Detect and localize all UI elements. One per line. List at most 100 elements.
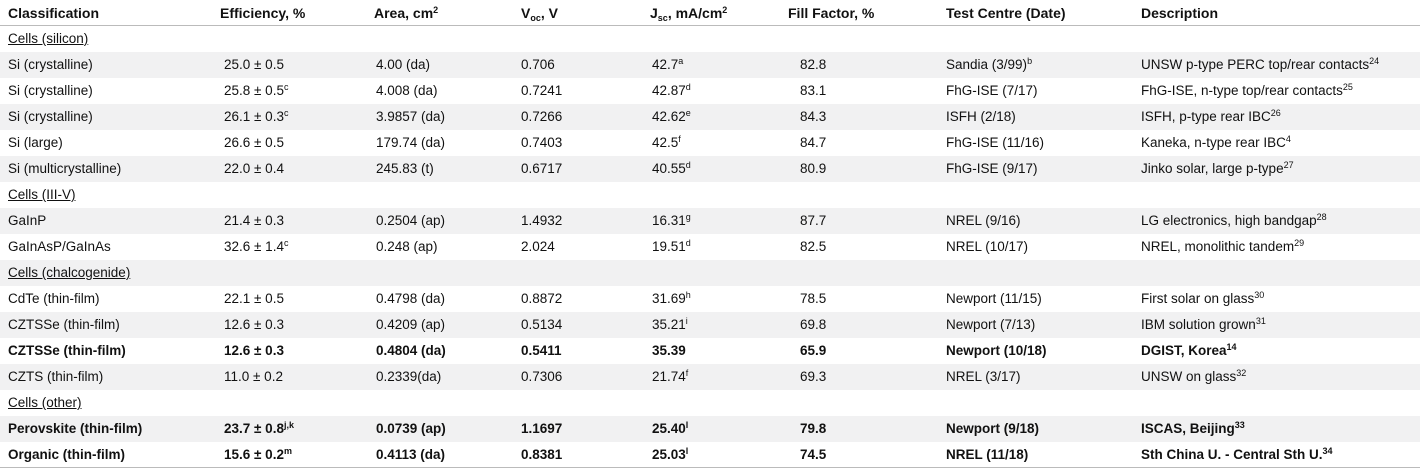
cell: 25.0 ± 0.5 [224, 57, 284, 72]
superscript: e [685, 108, 691, 118]
text-part: 35.21 [652, 317, 686, 332]
cell: NREL (10/17) [946, 239, 1029, 254]
cell: 26.1 ± 0.3c [224, 104, 288, 130]
superscript: f [678, 134, 681, 144]
cell: UNSW p-type PERC top/rear contacts24 [1141, 52, 1379, 78]
cell: Si (crystalline) [8, 109, 93, 124]
text-part: 25.40 [652, 421, 686, 436]
superscript: f [685, 368, 689, 378]
header-cell: Test Centre (Date) [946, 5, 1066, 21]
cell: IBM solution grown31 [1141, 312, 1266, 338]
cell: Si (crystalline) [8, 57, 93, 72]
data-row: GaInP 21.4 ± 0.3 0.2504 (ap) 1.4932 16.31g 87… [0, 208, 1420, 234]
superscript: 33 [1234, 420, 1245, 430]
cell: CZTSSe (thin-film) [8, 317, 120, 332]
cell: 19.51d [652, 234, 691, 260]
cell: 4.00 (da) [376, 57, 431, 72]
text-part: FhG-ISE, n-type top/rear contacts [1141, 83, 1343, 98]
cell: 78.5 [800, 291, 827, 306]
section-row: Cells (silicon) [0, 26, 1420, 52]
data-row: Si (multicrystalline) 22.0 ± 0.4 245.83 (t… [0, 156, 1420, 182]
superscript: d [685, 238, 691, 248]
cell: 3.9857 (da) [376, 109, 446, 124]
cell: 42.87d [652, 78, 691, 104]
cell: NREL (11/18) [946, 447, 1029, 462]
cell: First solar on glass30 [1141, 286, 1264, 312]
cell: Organic (thin-film) [8, 447, 125, 462]
superscript: h [685, 290, 691, 300]
cell: 0.6717 [521, 161, 563, 176]
section-title: Cells (other) [8, 395, 82, 410]
text-part: DGIST, Korea [1141, 343, 1227, 358]
cell: 65.9 [800, 343, 827, 358]
cell: 1.1697 [521, 421, 563, 436]
text-part: 32.6 ± 1.4 [224, 239, 284, 254]
cell: NREL (3/17) [946, 369, 1021, 384]
superscript: m [283, 446, 292, 456]
cell: 11.0 ± 0.2 [224, 369, 283, 384]
cell: 82.5 [800, 239, 827, 254]
data-row: Organic (thin-film) 15.6 ± 0.2m 0.4113 (da… [0, 442, 1420, 468]
text-part: Kaneka, n-type rear IBC [1141, 135, 1286, 150]
text-part: 42.7 [652, 57, 679, 72]
cell: 0.4113 (da) [376, 447, 446, 462]
cell: 25.40l [652, 416, 688, 442]
cell: 1.4932 [521, 213, 563, 228]
header-cell: Description [1141, 5, 1219, 21]
cell: ISFH, p-type rear IBC26 [1141, 104, 1281, 130]
cell: 80.9 [800, 161, 827, 176]
text-part: 26.1 ± 0.3 [224, 109, 284, 124]
text-part: Jinko solar, large p-type [1141, 161, 1284, 176]
header-cell: Efficiency, % [220, 5, 306, 21]
superscript: 30 [1254, 290, 1265, 300]
cell: 25.03l [652, 442, 688, 468]
cell: Si (crystalline) [8, 83, 93, 98]
text-part: 23.7 ± 0.8 [224, 421, 284, 436]
cell: 0.7241 [521, 83, 563, 98]
header-row: Classification Efficiency, % Area, cm2 Voc,… [0, 0, 1420, 26]
superscript: 26 [1270, 108, 1281, 118]
cell: 0.4798 (da) [376, 291, 446, 306]
superscript: 28 [1316, 212, 1327, 222]
header-cell: Area, cm2 [374, 0, 438, 26]
cell: 31.69h [652, 286, 691, 312]
data-row: CZTSSe (thin-film) 12.6 ± 0.3 0.4804 (da) 0… [0, 338, 1420, 364]
cell: Si (multicrystalline) [8, 161, 122, 176]
data-row: Si (crystalline) 25.8 ± 0.5c 4.008 (da) 0.7… [0, 78, 1420, 104]
cell: 245.83 (t) [376, 161, 434, 176]
cell: 22.1 ± 0.5 [224, 291, 284, 306]
superscript: b [1027, 56, 1033, 66]
cell: FhG-ISE, n-type top/rear contacts25 [1141, 78, 1353, 104]
cell: 16.31g [652, 208, 691, 234]
cell: 35.39 [652, 343, 686, 358]
text-part: NREL, monolithic tandem [1141, 239, 1295, 254]
data-row: CdTe (thin-film) 22.1 ± 0.5 0.4798 (da) 0.8… [0, 286, 1420, 312]
cell: Sth China U. - Central Sth U.34 [1141, 442, 1333, 468]
text-part: UNSW on glass [1141, 369, 1237, 384]
cell: NREL, monolithic tandem29 [1141, 234, 1304, 260]
superscript: d [685, 160, 691, 170]
text-part: Sandia (3/99) [946, 57, 1028, 72]
cell: 84.7 [800, 135, 827, 150]
cell: Sandia (3/99)b [946, 52, 1032, 78]
section-row: Cells (other) [0, 390, 1420, 416]
cell: 0.7266 [521, 109, 563, 124]
cell: 0.5411 [521, 343, 562, 358]
superscript: g [685, 212, 691, 222]
cell: 0.4804 (da) [376, 343, 446, 358]
cell: 87.7 [800, 213, 827, 228]
header-cell: Classification [8, 5, 100, 21]
text-part: 19.51 [652, 239, 686, 254]
cell: Newport (10/18) [946, 343, 1047, 358]
cell: GaInAsP/GaInAs [8, 239, 111, 254]
section-title: Cells (chalcogenide) [8, 265, 131, 280]
cell: CdTe (thin-film) [8, 291, 100, 306]
superscript: 29 [1294, 238, 1305, 248]
text-part: ISCAS, Beijing [1141, 421, 1235, 436]
cell: 0.706 [521, 57, 555, 72]
cell: Newport (9/18) [946, 421, 1040, 436]
superscript: d [685, 82, 691, 92]
cell: 0.5134 [521, 317, 563, 332]
text-part: LG electronics, high bandgap [1141, 213, 1317, 228]
